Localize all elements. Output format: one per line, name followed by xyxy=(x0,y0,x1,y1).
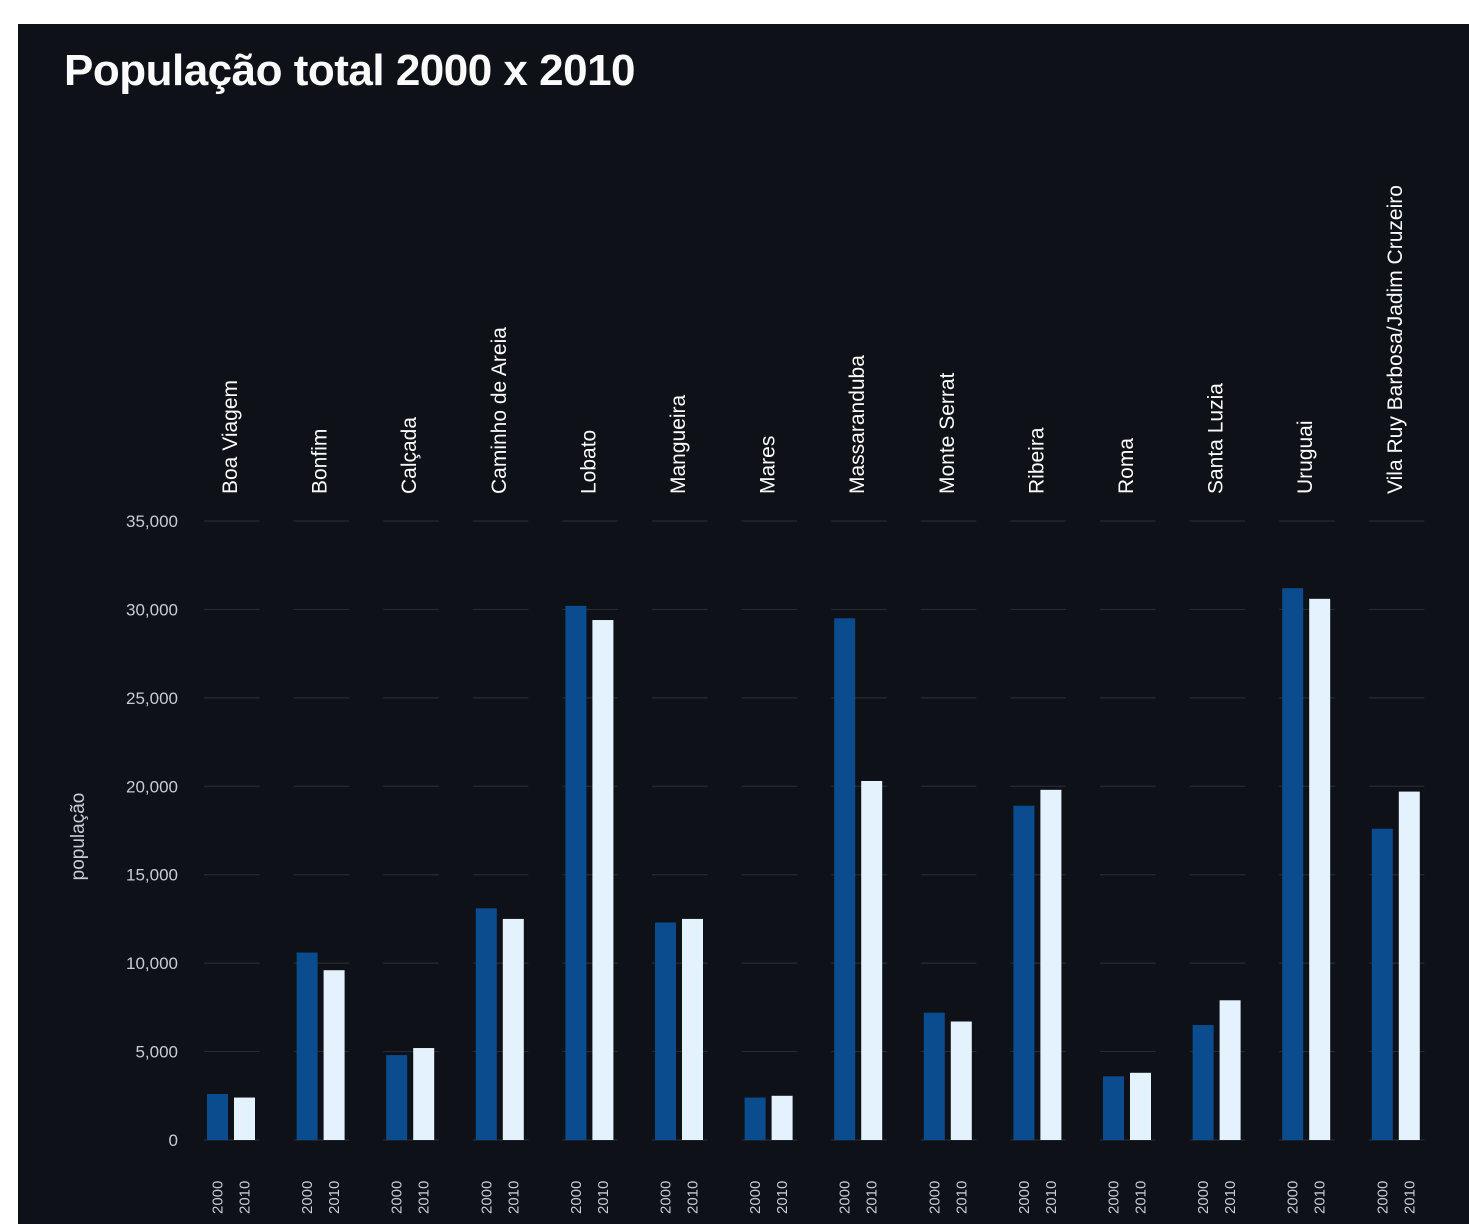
x-tick-label: 2010 xyxy=(237,1181,254,1214)
x-tick-label: 2010 xyxy=(864,1181,881,1214)
bar-2000 xyxy=(1103,1076,1124,1140)
bar-2010 xyxy=(592,620,614,1140)
facet-label: Bonfim xyxy=(309,429,332,494)
y-tick-label: 35,000 xyxy=(126,512,178,531)
x-tick-label: 2010 xyxy=(326,1181,343,1214)
bar-2000 xyxy=(475,908,497,1140)
bar-2000 xyxy=(655,922,676,1140)
bar-2000 xyxy=(1282,588,1304,1140)
chart-title: População total 2000 x 2010 xyxy=(64,46,636,95)
bar-2000 xyxy=(207,1094,228,1140)
bar-2010 xyxy=(234,1097,255,1140)
bar-2010 xyxy=(323,970,345,1140)
y-tick-label: 30,000 xyxy=(126,600,178,619)
bar-2010 xyxy=(1398,791,1420,1140)
facet-label: Monte Serrat xyxy=(936,372,959,494)
facet-label: Roma xyxy=(1115,438,1138,494)
grouped-bar-chart: 0 5,000 10,000 15,000 20,000 25,000 30,000 35,0… xyxy=(68,185,1425,1214)
x-tick-label: 2010 xyxy=(416,1181,433,1214)
x-tick-label: 2000 xyxy=(1285,1181,1302,1214)
facet-label: Boa Viagem xyxy=(219,380,242,494)
y-axis-title: população xyxy=(68,793,89,881)
x-tick-label: 2010 xyxy=(595,1181,612,1214)
bar-2010 xyxy=(1130,1072,1151,1140)
y-tick-label: 20,000 xyxy=(126,777,178,796)
facet-label: Mangueira xyxy=(667,394,690,494)
bar-2010 xyxy=(502,918,524,1140)
bar-2010 xyxy=(771,1095,793,1140)
bar-2010 xyxy=(413,1048,435,1140)
x-tick-label: 2000 xyxy=(1195,1181,1212,1214)
facet-label: Calçada xyxy=(398,417,421,494)
chart-panel: População total 2000 x 2010 0 5,000 10,000… xyxy=(18,24,1469,1224)
bar-2000 xyxy=(1371,828,1393,1140)
y-tick-label: 25,000 xyxy=(126,689,178,708)
bar-2000 xyxy=(1013,805,1035,1140)
y-tick-label: 10,000 xyxy=(126,954,178,973)
bar-2000 xyxy=(386,1055,408,1140)
x-tick-label: 2000 xyxy=(1374,1181,1391,1214)
x-tick-label: 2010 xyxy=(953,1181,970,1214)
bar-2010 xyxy=(682,918,703,1140)
x-tick-label: 2000 xyxy=(1016,1181,1033,1214)
x-tick-label: 2010 xyxy=(774,1181,791,1214)
facet-label: Uruguai xyxy=(1294,420,1317,494)
x-tick-label: 2000 xyxy=(478,1181,495,1214)
facet-label: Santa Luzia xyxy=(1205,383,1228,494)
x-tick-label: 2010 xyxy=(1401,1181,1418,1214)
bar-2000 xyxy=(1192,1025,1214,1140)
bar-2000 xyxy=(296,952,318,1140)
bar-2010 xyxy=(861,780,883,1140)
x-tick-label: 2000 xyxy=(210,1181,227,1214)
x-tick-label: 2010 xyxy=(1043,1181,1060,1214)
y-tick-label: 0 xyxy=(169,1131,178,1150)
x-tick-label: 2000 xyxy=(568,1181,585,1214)
bar-2010 xyxy=(950,1021,972,1140)
y-tick-label: 5,000 xyxy=(135,1043,178,1062)
bar-2010 xyxy=(1219,1000,1241,1140)
y-tick-label: 15,000 xyxy=(126,866,178,885)
x-tick-label: 2010 xyxy=(1222,1181,1239,1214)
x-tick-label: 2000 xyxy=(299,1181,316,1214)
x-tick-label: 2010 xyxy=(685,1181,702,1214)
bar-2000 xyxy=(744,1097,766,1140)
x-tick-label: 2010 xyxy=(1133,1181,1150,1214)
x-tick-label: 2000 xyxy=(658,1181,675,1214)
bar-2000 xyxy=(923,1012,945,1140)
x-tick-label: 2000 xyxy=(926,1181,943,1214)
x-tick-label: 2010 xyxy=(505,1181,522,1214)
x-tick-label: 2000 xyxy=(747,1181,764,1214)
bar-2010 xyxy=(1309,598,1331,1140)
x-tick-label: 2000 xyxy=(1106,1181,1123,1214)
facet-label: Lobato xyxy=(577,430,600,494)
facet-label: Massaranduba xyxy=(846,355,869,494)
bar-2000 xyxy=(565,605,587,1140)
facet-label: Ribeira xyxy=(1025,427,1048,494)
facet-label: Caminho de Areia xyxy=(488,327,511,494)
bar-2010 xyxy=(1040,789,1062,1140)
bar-2000 xyxy=(834,618,856,1140)
facet-label: Mares xyxy=(757,436,780,494)
facet-label: Vila Ruy Barbosa/Jadim Cruzeiro xyxy=(1384,185,1407,494)
x-tick-label: 2000 xyxy=(389,1181,406,1214)
x-tick-label: 2010 xyxy=(1312,1181,1329,1214)
x-tick-label: 2000 xyxy=(837,1181,854,1214)
